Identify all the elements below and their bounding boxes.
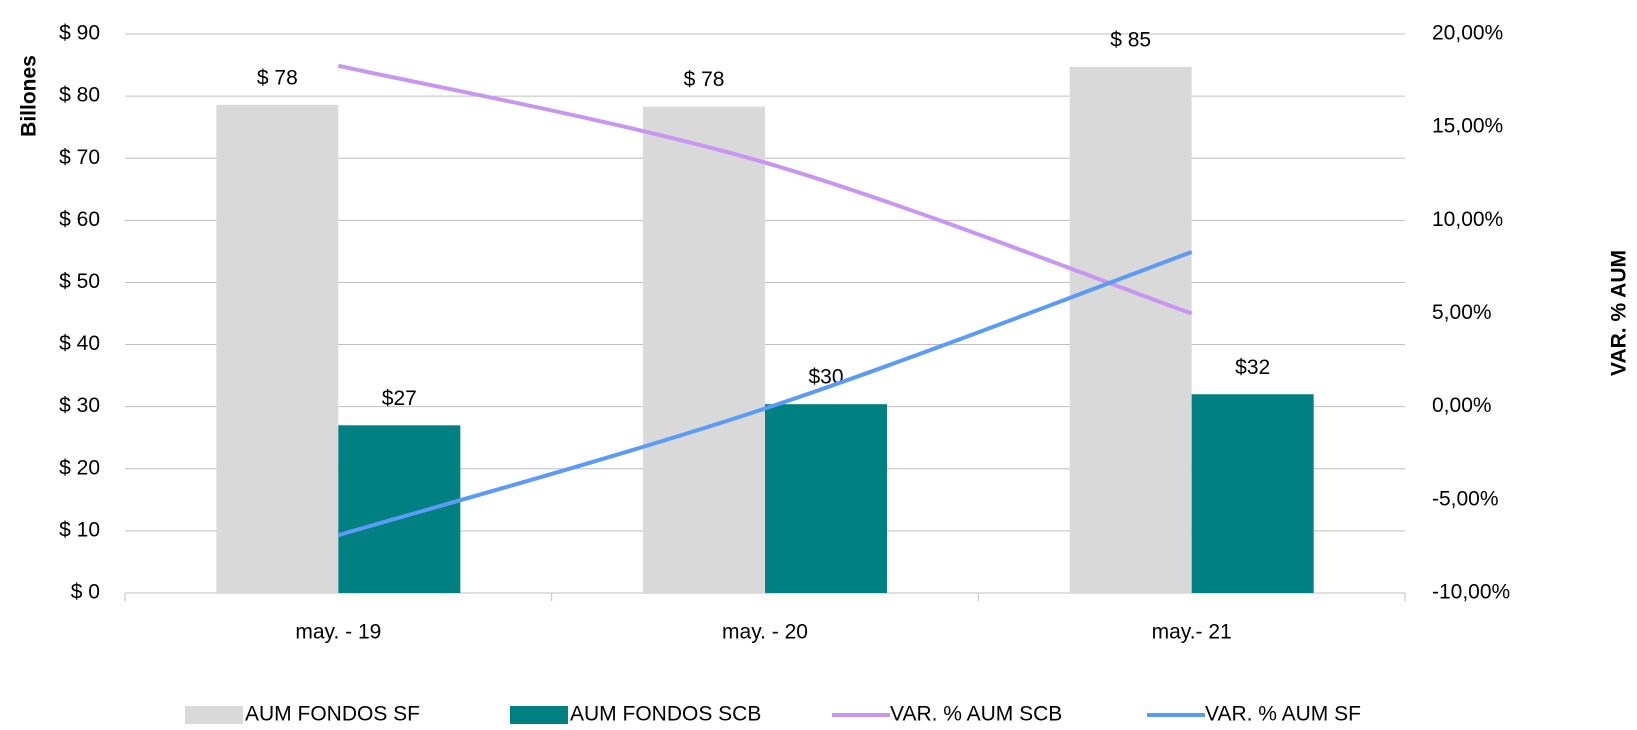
x-tick-label: may. - 20 [722,621,808,644]
legend-label: VAR. % AUM SF [1205,703,1361,726]
y2-tick-label: 15,00% [1432,115,1503,138]
y2-tick-label: 10,00% [1432,208,1503,231]
x-tick-label: may.- 21 [1152,621,1232,644]
legend-swatch [510,706,568,724]
y-tick-label: $ 20 [59,456,100,479]
y-tick-label: $ 70 [59,146,100,169]
y2-tick-label: 5,00% [1432,301,1492,324]
y-tick-label: $ 10 [59,518,100,541]
y-tick-label: $ 50 [59,270,100,293]
y2-tick-label: -10,00% [1432,581,1510,604]
y2-tick-label: 0,00% [1432,394,1492,417]
bar [1069,66,1192,594]
y2-tick-label: 20,00% [1432,22,1503,45]
data-label: $ 85 [1110,28,1151,51]
y2-axis-title: VAR. % AUM [1608,250,1631,376]
data-label: $27 [382,387,417,410]
bar [643,106,765,594]
data-label: $ 78 [684,68,725,91]
line [337,63,1193,316]
data-label: $ 78 [257,66,298,89]
y2-tick-label: -5,00% [1432,487,1499,510]
legend-label: AUM FONDOS SCB [570,703,761,726]
y-tick-label: $ 0 [71,581,100,604]
y-tick-label: $ 90 [59,22,100,45]
y-tick-label: $ 80 [59,84,100,107]
x-tick-label: may. - 19 [295,621,381,644]
line [337,250,1193,538]
y-axis-title: Billones [18,55,41,137]
legend-label: AUM FONDOS SF [245,703,420,726]
bar [338,425,461,593]
bar [765,404,887,593]
y-tick-label: $ 60 [59,208,100,231]
data-label: $32 [1235,356,1270,379]
legend-label: VAR. % AUM SCB [890,703,1062,726]
bar [1191,394,1314,593]
legend-swatch [185,706,243,724]
y-tick-label: $ 40 [59,332,100,355]
y-tick-label: $ 30 [59,394,100,417]
bar [216,104,339,593]
